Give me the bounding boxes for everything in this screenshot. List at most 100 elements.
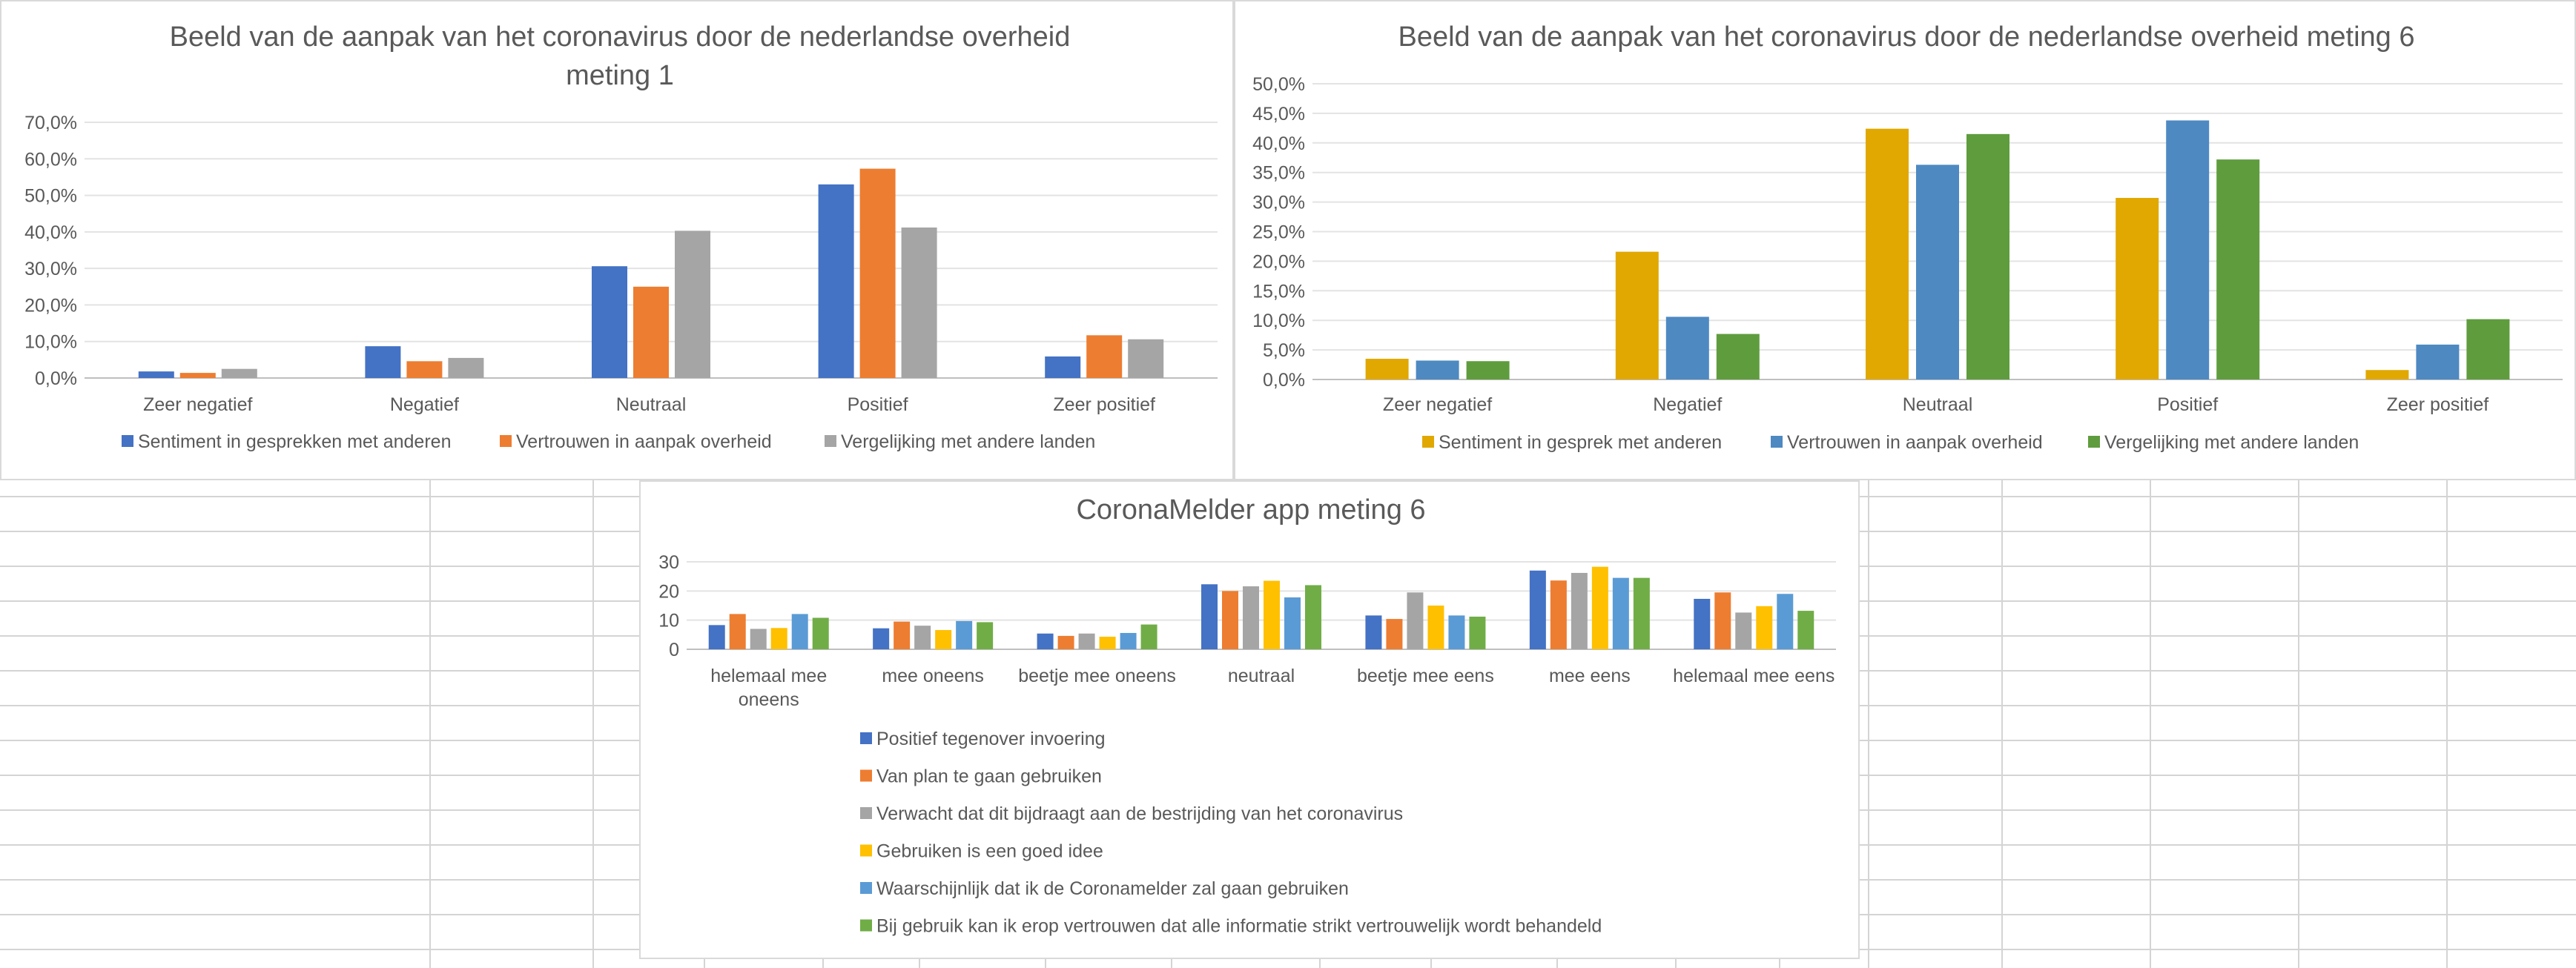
y-tick-label: 45,0% bbox=[1252, 104, 1305, 125]
chart-coronamelder-plot: CoronaMelder app meting 6 0 10 20 30 helemaal… bbox=[658, 494, 1836, 937]
bar-cm-s6-c7 bbox=[1797, 611, 1814, 649]
bar-cm-s4-c4 bbox=[1264, 580, 1280, 649]
y-tick-label: 30,0% bbox=[1252, 193, 1305, 213]
legend-entry: Sentiment in gesprekken met anderen bbox=[138, 431, 451, 452]
y-tick-label: 0 bbox=[669, 640, 679, 660]
legend-swatch bbox=[860, 732, 872, 744]
bar-cm-s2-c6 bbox=[1550, 580, 1567, 649]
legend-swatch bbox=[825, 435, 836, 447]
bar-cm-s2-c2 bbox=[894, 621, 911, 649]
bar-m1-s3-c1 bbox=[221, 368, 257, 378]
legend-swatch bbox=[860, 844, 872, 857]
x-category-label: beetje mee oneens bbox=[1018, 666, 1176, 686]
chart-title: meting 1 bbox=[566, 60, 674, 91]
bar-cm-s4-c6 bbox=[1591, 566, 1608, 649]
bar-cm-s3-c6 bbox=[1571, 572, 1588, 649]
bar-m6-s2-c5 bbox=[2416, 344, 2460, 379]
bar-m6-s3-c5 bbox=[2466, 319, 2510, 379]
y-tick-label: 0,0% bbox=[1263, 370, 1305, 391]
legend-entry: Positief tegenover invoering bbox=[876, 729, 1106, 749]
y-tick-label: 60,0% bbox=[24, 149, 77, 170]
x-category-label: Neutraal bbox=[1903, 394, 1973, 415]
legend-entry: Vertrouwen in aanpak overheid bbox=[1787, 432, 2043, 453]
bar-cm-s5-c2 bbox=[956, 620, 973, 649]
x-category-label: beetje mee eens bbox=[1357, 666, 1494, 686]
legend-entry: Vergelijking met andere landen bbox=[841, 431, 1095, 452]
legend-entry: Gebruiken is een goed idee bbox=[876, 841, 1103, 862]
bar-cm-s4-c2 bbox=[935, 630, 952, 649]
bar-m1-s3-c3 bbox=[675, 231, 710, 378]
chart-coronamelder[interactable]: CoronaMelder app meting 6 0 10 20 30 helemaal… bbox=[639, 480, 1860, 959]
bar-m6-s1-c4 bbox=[2116, 198, 2159, 379]
x-category-label: Zeer negatief bbox=[143, 394, 252, 415]
bar-m6-s2-c3 bbox=[1916, 165, 1959, 380]
chart-title: Beeld van de aanpak van het coronavirus … bbox=[170, 21, 1071, 53]
bar-cm-s3-c1 bbox=[750, 629, 767, 649]
bar-cm-s6-c1 bbox=[812, 617, 829, 649]
x-category-label: Negatief bbox=[390, 394, 459, 415]
legend-swatch bbox=[500, 435, 512, 447]
bar-cm-s3-c3 bbox=[1078, 633, 1095, 649]
x-category-label: neutraal bbox=[1228, 666, 1295, 686]
bar-cm-s2-c4 bbox=[1222, 591, 1238, 649]
chart-meting-6-plot: Beeld van de aanpak van het coronavirus … bbox=[1252, 21, 2563, 453]
bar-m1-s2-c4 bbox=[859, 168, 896, 379]
y-tick-label: 40,0% bbox=[24, 222, 77, 243]
bar-cm-s2-c5 bbox=[1386, 619, 1403, 649]
bar-m6-s3-c1 bbox=[1466, 361, 1510, 379]
bar-m1-s2-c2 bbox=[406, 361, 443, 378]
x-category-label: Negatief bbox=[1653, 394, 1722, 415]
bar-cm-s5-c1 bbox=[791, 614, 808, 649]
y-tick-label: 35,0% bbox=[1252, 163, 1305, 184]
bar-m6-s3-c2 bbox=[1716, 334, 1760, 379]
x-category-label: Zeer negatief bbox=[1383, 394, 1492, 415]
chart-meting-1-plot: Beeld van de aanpak van het coronavirus … bbox=[24, 21, 1218, 452]
bar-m1-s3-c4 bbox=[901, 227, 937, 378]
x-category-label: Positief bbox=[848, 394, 908, 415]
y-tick-label: 5,0% bbox=[1263, 340, 1305, 361]
legend-swatch bbox=[1422, 436, 1434, 448]
x-category-label: helemaal mee bbox=[710, 666, 827, 686]
bar-cm-s1-c5 bbox=[1365, 615, 1382, 649]
y-tick-label: 20,0% bbox=[1252, 251, 1305, 272]
bar-cm-s3-c4 bbox=[1243, 586, 1259, 649]
legend-swatch bbox=[1771, 436, 1783, 448]
legend-swatch bbox=[2088, 436, 2100, 448]
bar-cm-s3-c2 bbox=[914, 626, 931, 649]
bar-cm-s6-c3 bbox=[1140, 624, 1157, 649]
bar-cm-s4-c5 bbox=[1427, 606, 1444, 649]
y-tick-label: 30,0% bbox=[24, 259, 77, 279]
bar-m1-s1-c4 bbox=[818, 184, 854, 379]
bar-cm-s2-c7 bbox=[1714, 592, 1731, 649]
x-category-label: mee eens bbox=[1549, 666, 1631, 686]
legend-entry: Waarschijnlijk dat ik de Coronamelder za… bbox=[876, 878, 1349, 899]
chart-meting-1[interactable]: Beeld van de aanpak van het coronavirus … bbox=[0, 0, 1234, 480]
x-category-label: oneens bbox=[739, 689, 799, 710]
x-category-label: Zeer positief bbox=[1053, 394, 1155, 415]
bar-m6-s1-c1 bbox=[1365, 359, 1409, 379]
bar-m6-s2-c4 bbox=[2166, 120, 2210, 379]
legend-entry: Sentiment in gesprek met anderen bbox=[1439, 432, 1722, 453]
bar-m1-s1-c5 bbox=[1045, 356, 1081, 378]
bar-cm-s3-c7 bbox=[1735, 612, 1752, 649]
bar-m1-s1-c1 bbox=[138, 371, 174, 378]
chart-meting-6[interactable]: Beeld van de aanpak van het coronavirus … bbox=[1234, 0, 2576, 480]
legend-swatch bbox=[122, 435, 133, 447]
bar-cm-s5-c5 bbox=[1448, 615, 1465, 649]
chart-title: CoronaMelder app meting 6 bbox=[1076, 494, 1425, 526]
bar-cm-s1-c7 bbox=[1694, 598, 1711, 649]
y-tick-label: 25,0% bbox=[1252, 222, 1305, 243]
legend-entry: Bij gebruik kan ik erop vertrouwen dat a… bbox=[876, 916, 1602, 937]
bar-m6-s2-c2 bbox=[1665, 316, 1709, 379]
x-category-label: Positief bbox=[2157, 394, 2218, 415]
y-tick-label: 40,0% bbox=[1252, 133, 1305, 154]
legend-swatch bbox=[860, 882, 872, 894]
chart-title: Beeld van de aanpak van het coronavirus … bbox=[1398, 21, 2414, 53]
bar-cm-s2-c1 bbox=[729, 614, 746, 649]
y-tick-label: 10,0% bbox=[1252, 311, 1305, 331]
bar-m1-s2-c5 bbox=[1086, 335, 1123, 378]
legend-entry: Vertrouwen in aanpak overheid bbox=[516, 431, 772, 452]
bar-cm-s6-c6 bbox=[1633, 577, 1650, 649]
bar-m1-s3-c5 bbox=[1128, 339, 1164, 378]
bar-m1-s2-c3 bbox=[633, 286, 669, 378]
